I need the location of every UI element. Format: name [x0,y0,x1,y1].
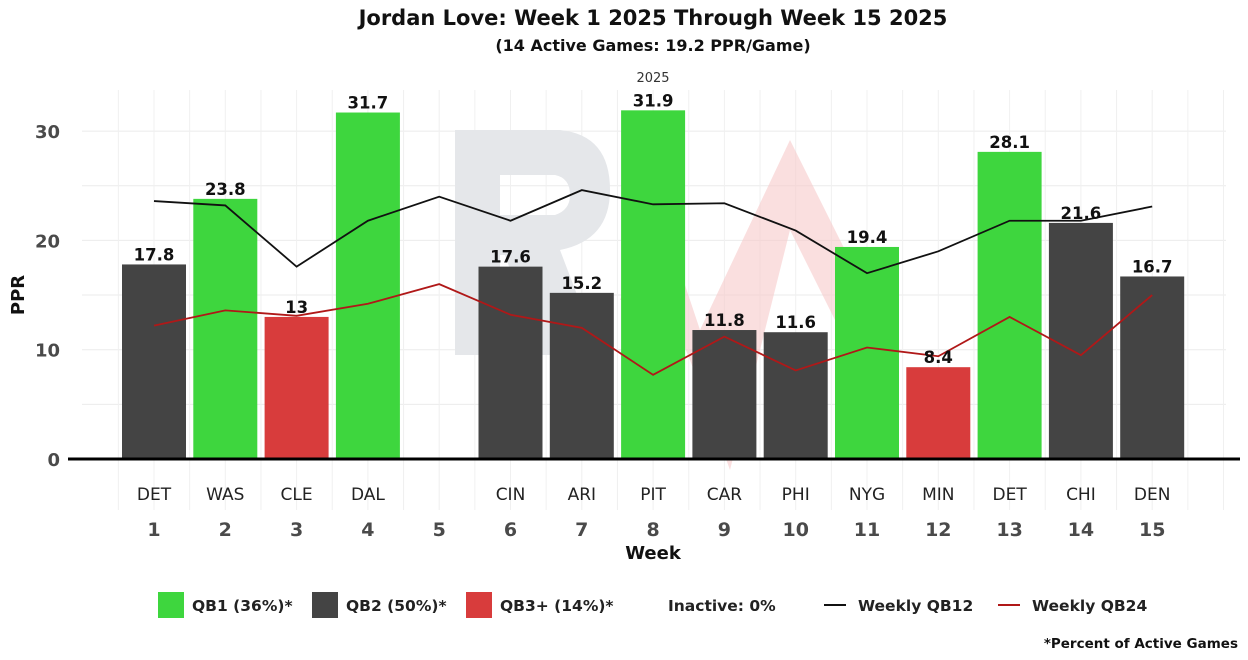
week-tick-label: 1 [147,519,160,541]
legend-label: Weekly QB24 [1032,597,1147,615]
week-tick-label: 3 [290,519,303,541]
week-tick-label: 12 [925,519,951,541]
y-tick-label: 20 [35,231,60,252]
value-label: 11.8 [704,311,745,330]
value-labels: 17.8 23.8 13 31.7 17.6 15.2 31.9 11.8 11.6 19.4 8.… [134,91,1173,367]
value-label: 17.6 [490,248,531,267]
opponent-label: MIN [922,485,954,505]
bar-week-9 [692,330,757,459]
reference-lines [153,189,1153,376]
x-axis-label: Week [625,543,682,564]
value-label: 13 [285,298,308,317]
facet-label: 2025 [636,71,669,86]
y-axis-ticks: 0 10 20 30 [35,122,60,471]
value-label: 28.1 [989,133,1030,152]
opponent-label: CAR [707,485,742,505]
week-tick-label: 9 [718,519,731,541]
bar-week-4 [335,112,400,460]
y-tick-label: 30 [35,122,60,143]
y-tick-label: 0 [47,450,60,471]
x-axis-ticks: DET 1 WAS 2 CLE 3 DAL 4 5 CIN 6 ARI 7 PIT 8 CAR 9 PHI 10 NY… [137,485,1171,541]
value-label: 31.9 [633,91,674,110]
week-tick-label: 13 [996,519,1022,541]
week-tick-label: 2 [219,519,232,541]
bar-week-10 [763,332,828,459]
opponent-label: DAL [351,485,385,505]
chart-title: Jordan Love: Week 1 2025 Through Week 15… [357,6,948,30]
week-tick-label: 5 [433,519,446,541]
bar-week-8 [621,110,686,459]
week-tick-label: 8 [646,519,659,541]
y-tick-label: 10 [35,341,60,362]
week-tick-label: 11 [854,519,880,541]
week-tick-label: 14 [1068,519,1094,541]
legend: QB1 (36%)* QB2 (50%)* QB3+ (14%)* Inactive:… [158,592,1147,618]
legend-label: Weekly QB12 [858,597,973,615]
opponent-label: CLE [281,485,313,505]
footnote: *Percent of Active Games [1044,636,1238,652]
week-tick-label: 4 [361,519,374,541]
opponent-label: DET [137,485,172,505]
opponent-label: CHI [1066,485,1096,505]
line-weekly-qb24 [153,283,1153,376]
bar-week-1 [122,264,186,459]
legend-label: QB2 (50%)* [346,597,447,615]
bar-week-3 [264,316,329,459]
legend-swatch [158,592,184,618]
opponent-label: DET [992,485,1027,505]
value-label: 19.4 [847,228,888,247]
week-tick-label: 10 [782,519,808,541]
legend-label: QB3+ (14%)* [500,597,614,615]
value-label: 31.7 [348,94,389,113]
bar-week-7 [549,292,614,459]
bars [122,110,1185,460]
opponent-label: CIN [496,485,526,505]
value-label: 21.6 [1061,204,1102,223]
value-label: 23.8 [205,180,246,199]
legend-label: Inactive: 0% [668,597,776,615]
chart-subtitle: (14 Active Games: 19.2 PPR/Game) [495,36,810,55]
bar-week-2 [193,198,258,459]
bar-week-14 [1048,222,1113,459]
value-label: 16.7 [1132,257,1173,276]
legend-label: QB1 (36%)* [192,597,293,615]
opponent-label: PIT [640,485,666,505]
value-label: 11.6 [775,313,816,332]
opponent-label: PHI [782,485,810,505]
line-weekly-qb12 [153,189,1153,275]
y-axis-label: PPR [8,275,29,315]
bar-week-15 [1120,276,1185,459]
bar-week-11 [835,246,899,459]
bar-week-13 [977,151,1042,459]
bar-week-6 [478,266,543,459]
opponent-label: WAS [206,485,244,505]
value-label: 8.4 [924,348,953,367]
legend-swatch [312,592,338,618]
week-tick-label: 15 [1139,519,1165,541]
value-label: 17.8 [134,245,175,264]
legend-swatch [466,592,492,618]
opponent-label: ARI [568,485,596,505]
opponent-label: DEN [1134,485,1171,505]
week-tick-label: 6 [504,519,517,541]
opponent-label: NYG [849,485,885,505]
value-label: 15.2 [561,274,602,293]
week-tick-label: 7 [575,519,588,541]
bar-week-12 [906,367,971,459]
